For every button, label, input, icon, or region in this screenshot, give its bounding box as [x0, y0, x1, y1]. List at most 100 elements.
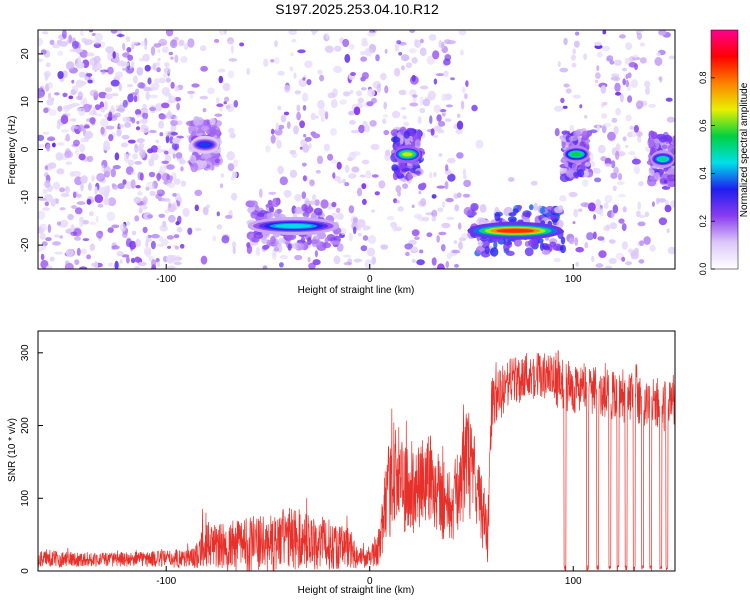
- spectrogram-noise-speck: [270, 128, 275, 135]
- spectrogram-noise-speck: [145, 235, 149, 244]
- spectrogram-noise-speck: [57, 71, 64, 79]
- spectrogram-noise-speck: [293, 125, 299, 135]
- colorbar-ticks: 0.0 0.2 0.4 0.6 0.8: [698, 72, 715, 275]
- spectrogram-noise-speck: [131, 61, 135, 68]
- spectrogram-noise-speck: [175, 221, 180, 226]
- spectrogram-noise-speck: [142, 111, 149, 120]
- spectrogram-noise-speck: [150, 240, 156, 250]
- spectrogram-noise-speck: [232, 171, 238, 179]
- spectrogram-noise-speck: [352, 217, 359, 224]
- spectrogram-noise-speck: [70, 89, 77, 96]
- spectrogram-noise-speck: [170, 119, 178, 127]
- spectrogram-noise-speck: [349, 43, 355, 50]
- spectrogram-signal-halo: [214, 158, 220, 164]
- spectrogram-noise-speck: [222, 82, 231, 92]
- spectrogram-noise-speck: [165, 134, 170, 144]
- spectrogram-noise-speck: [40, 49, 47, 55]
- spectrogram-noise-speck: [167, 182, 176, 188]
- spectrogram-signal-halo: [208, 132, 216, 137]
- spectrogram-noise-speck: [557, 61, 561, 68]
- spectrogram-noise-speck: [151, 259, 157, 268]
- spectrogram-noise-speck: [342, 38, 350, 48]
- snr-x-axis-label: Height of straight line (km): [298, 585, 415, 596]
- spectrogram-noise-speck: [142, 196, 148, 205]
- spectrogram-noise-speck: [169, 136, 174, 144]
- spectrogram-noise-speck: [111, 93, 119, 97]
- spectrogram-noise-speck: [121, 142, 128, 148]
- spectrogram-noise-speck: [127, 93, 134, 103]
- spectrogram-noise-speck: [41, 241, 48, 247]
- spectrogram-noise-speck: [330, 99, 338, 109]
- spectrogram-noise-speck: [304, 136, 312, 142]
- spectrogram-noise-speck: [137, 261, 147, 267]
- spectrogram-signal-halo: [322, 242, 332, 249]
- spectrogram-noise-speck: [38, 134, 45, 142]
- spectrogram-noise-speck: [627, 72, 632, 79]
- spectrogram-noise-speck: [431, 194, 437, 199]
- spectrogram-noise-speck: [38, 37, 44, 46]
- spectrogram-noise-speck: [638, 181, 644, 187]
- spectrogram-noise-speck: [131, 171, 136, 175]
- spectrogram-noise-speck: [143, 246, 152, 256]
- spectrogram-noise-speck: [108, 111, 113, 121]
- spectrogram-noise-speck: [136, 67, 144, 76]
- spectrogram-noise-speck: [648, 103, 657, 108]
- spectrogram-signal-halo: [391, 164, 399, 171]
- spectrogram-noise-speck: [224, 96, 230, 103]
- snr-y-ticks: 0 100 200 300: [20, 344, 43, 574]
- snr-x-tick-label: -100: [156, 576, 176, 587]
- spectrogram-noise-speck: [437, 263, 445, 269]
- spectrogram-noise-speck: [120, 223, 126, 232]
- spectrogram-signal-halo: [658, 136, 669, 143]
- spectrogram-noise-speck: [148, 158, 155, 167]
- spectrogram-signal-halo: [484, 245, 490, 255]
- spectrogram-noise-speck: [156, 189, 163, 195]
- spectrogram-noise-speck: [456, 120, 464, 130]
- spectrogram-signal-halo: [310, 239, 319, 245]
- spectrogram-noise-speck: [57, 50, 63, 56]
- spectrogram-noise-speck: [263, 58, 269, 67]
- spectrogram-noise-speck: [47, 224, 52, 233]
- snr-x-tick-label: 100: [565, 576, 582, 587]
- spectrogram-noise-speck: [173, 115, 178, 122]
- spectrogram-noise-speck: [178, 159, 186, 165]
- spectrogram-noise-speck: [390, 221, 398, 228]
- spectrogram-noise-speck: [91, 33, 96, 36]
- spectrogram-signal-halo: [554, 206, 563, 214]
- spectrogram-noise-speck: [96, 230, 104, 239]
- spectrogram-noise-speck: [220, 173, 225, 179]
- spectrogram-noise-speck: [108, 262, 113, 267]
- spectrogram-signal-halo: [200, 125, 210, 131]
- spectrogram-noise-speck: [637, 135, 642, 143]
- spectrogram-noise-speck: [69, 118, 77, 122]
- spectrogram-noise-speck: [60, 115, 69, 125]
- spectrogram-noise-speck: [445, 261, 450, 268]
- spectrogram-noise-speck: [333, 175, 342, 182]
- spectrogram-signal-halo: [522, 210, 532, 218]
- spectrogram-noise-speck: [84, 130, 94, 139]
- spectrogram-noise-speck: [88, 110, 98, 116]
- spectrogram-noise-speck: [187, 38, 195, 48]
- spectrogram-noise-speck: [124, 153, 130, 163]
- spectrogram-noise-speck: [112, 165, 121, 170]
- spectrogram-noise-speck: [606, 55, 614, 62]
- spectrogram-noise-speck: [625, 114, 632, 122]
- spectrogram-noise-speck: [118, 124, 124, 128]
- spectrogram-noise-speck: [361, 37, 368, 43]
- spectrogram-noise-speck: [216, 211, 220, 217]
- spectrogram-noise-speck: [369, 120, 377, 127]
- spectrogram-noise-speck: [411, 204, 415, 208]
- spectrogram-noise-speck: [84, 39, 94, 45]
- spectrogram-noise-speck: [173, 86, 180, 92]
- spectrogram-noise-speck: [166, 173, 171, 181]
- spectrogram-noise-speck: [420, 198, 427, 207]
- spectrogram-noise-speck: [450, 77, 455, 81]
- spectrogram-noise-speck: [176, 120, 183, 126]
- spectrogram-signal-band: [199, 142, 211, 147]
- spectrogram-noise-speck: [336, 243, 344, 252]
- spectrogram-noise-speck: [227, 70, 235, 79]
- spectrogram-noise-speck: [610, 172, 618, 179]
- spectrogram-noise-speck: [246, 67, 251, 76]
- spectrogram-noise-speck: [126, 256, 130, 264]
- spectrogram-noise-speck: [89, 117, 96, 125]
